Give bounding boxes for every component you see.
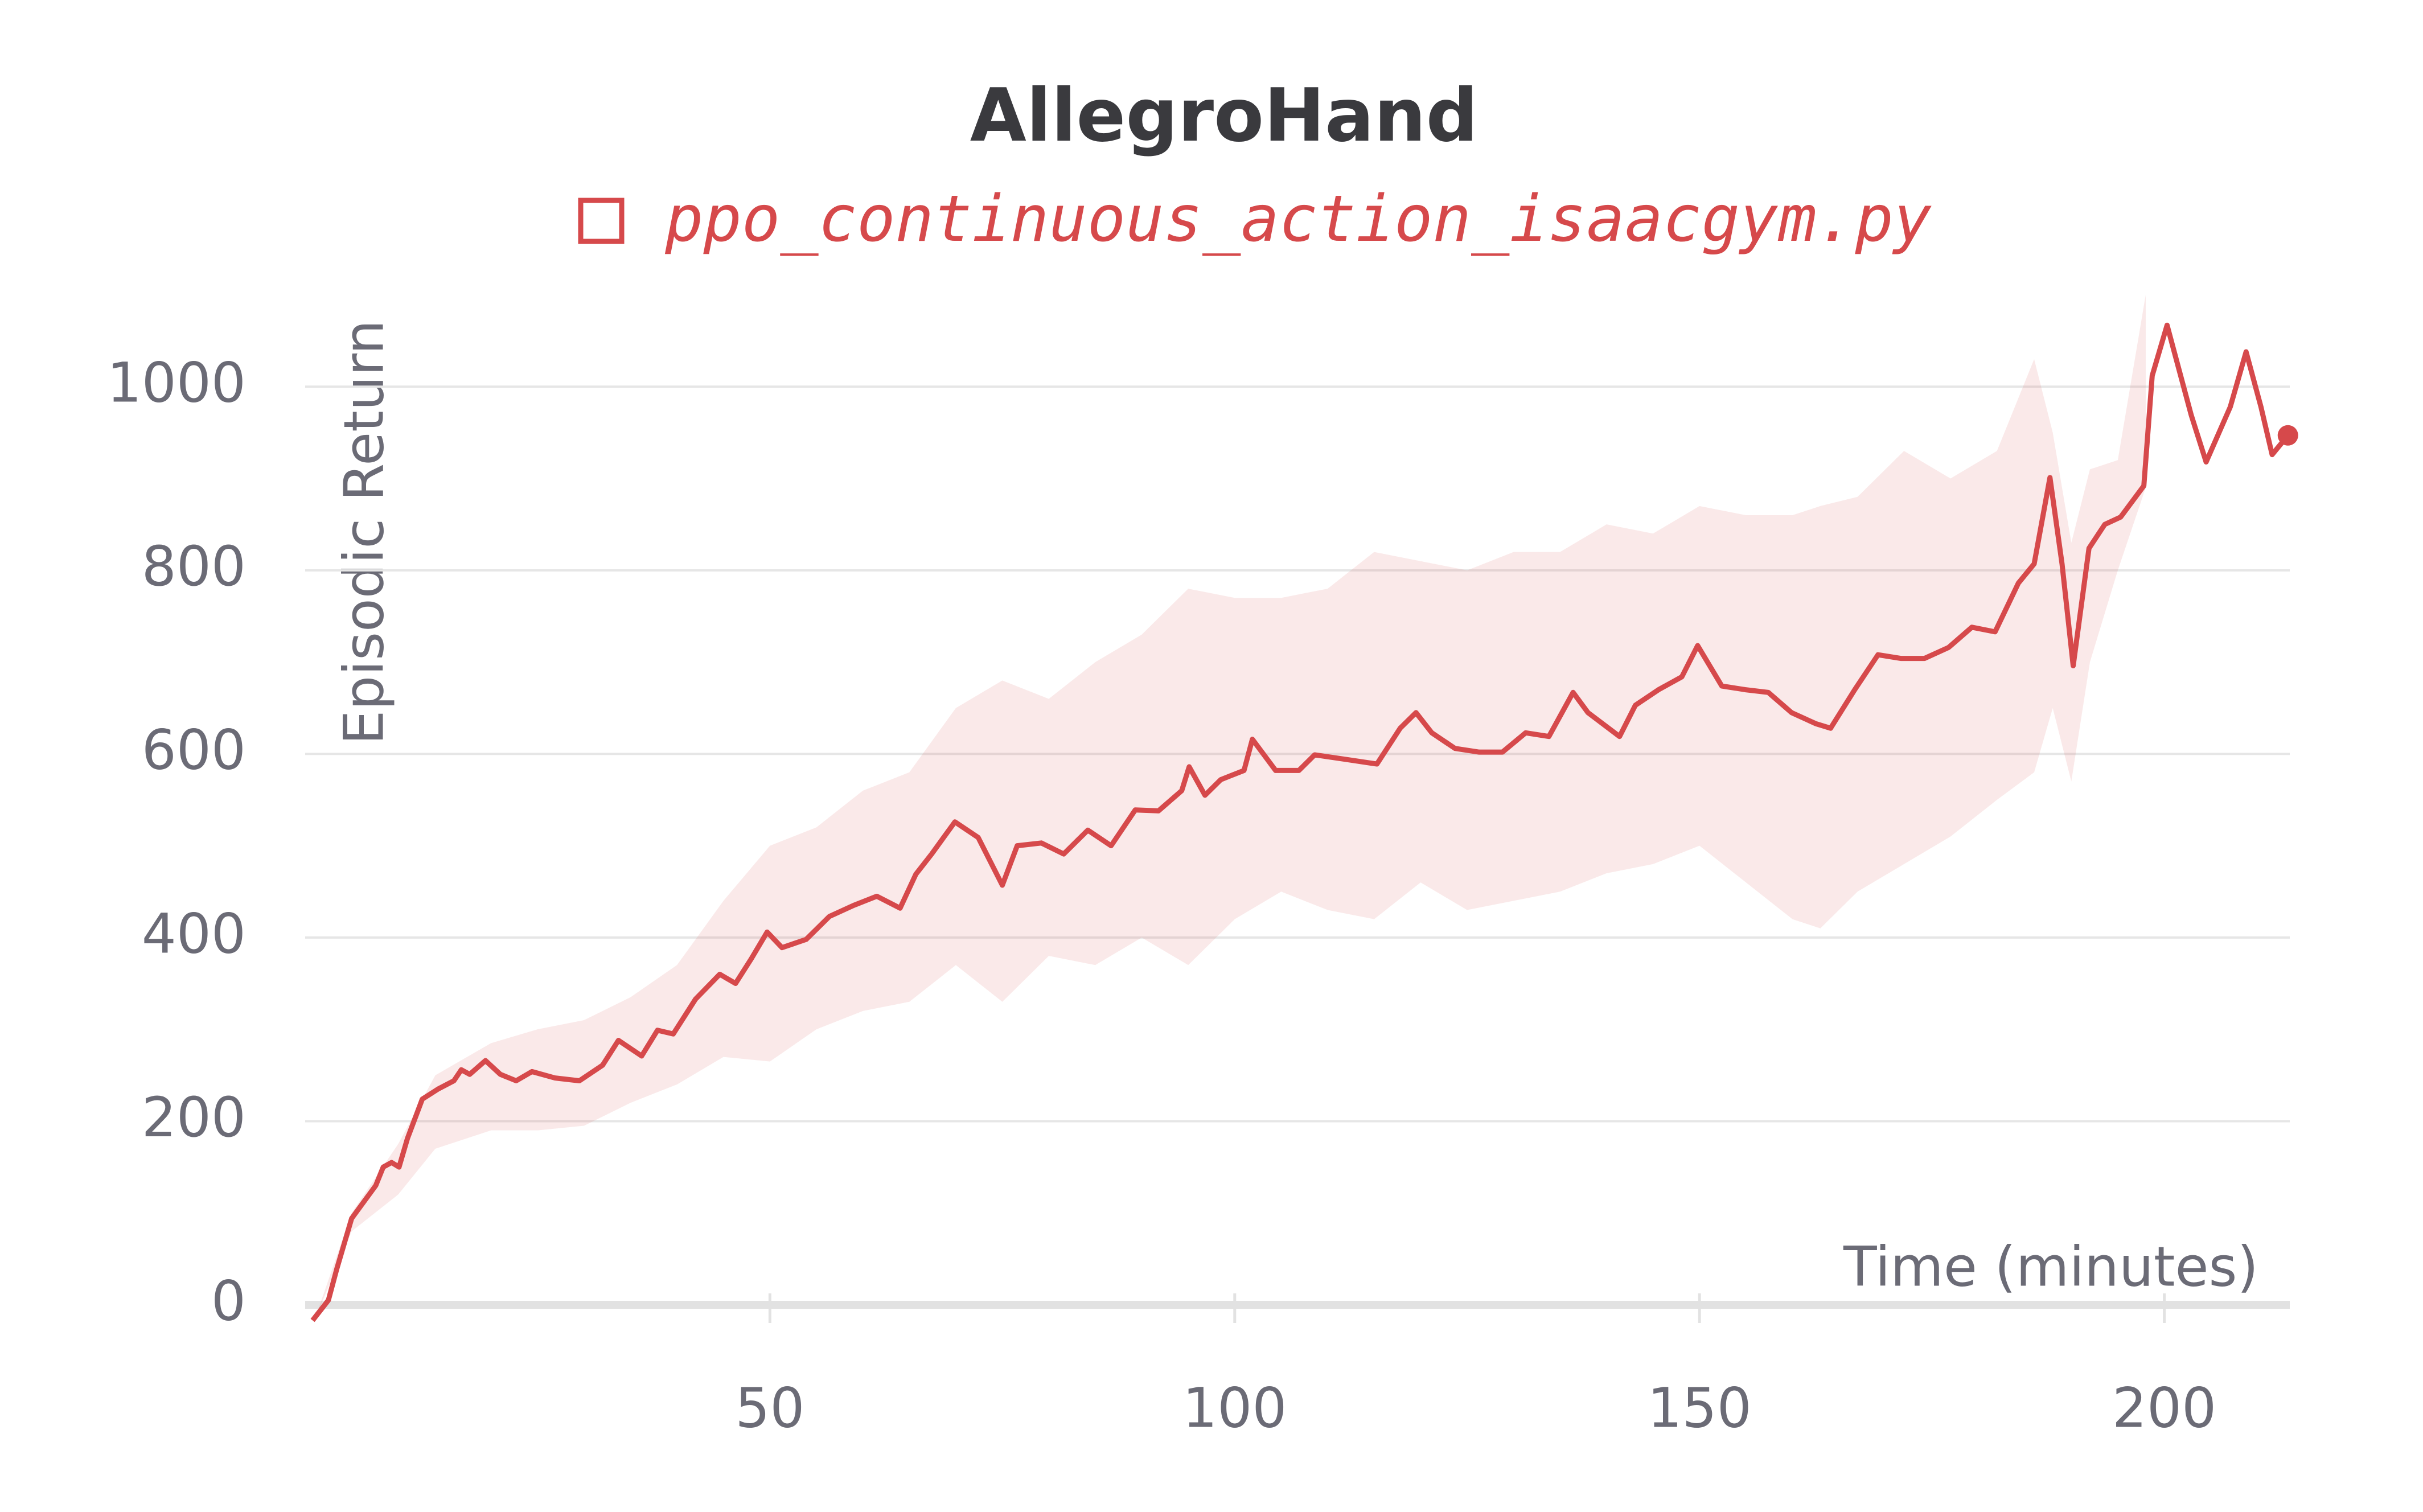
line xyxy=(310,322,2290,1322)
y-tick-label: 400 xyxy=(142,902,246,965)
end-point xyxy=(2277,425,2298,446)
x-axis-label: Time (minutes) xyxy=(1843,1235,2258,1299)
y-axis-label: Episodic Return xyxy=(332,320,396,745)
x-tick-label: 50 xyxy=(735,1376,804,1440)
y-tick-label: 800 xyxy=(142,535,246,598)
y-tick-label: 600 xyxy=(142,718,246,782)
x-tick-label: 100 xyxy=(1182,1376,1287,1440)
x-tick-label: 150 xyxy=(1648,1376,1752,1440)
y-tick-label: 1000 xyxy=(107,351,246,415)
legend-swatch xyxy=(578,198,625,244)
x-tick-label: 200 xyxy=(2112,1376,2216,1440)
y-tick-label: 200 xyxy=(142,1086,246,1149)
error-band xyxy=(314,295,2146,1321)
legend-label: ppo_continuous_action_isaacgym.py xyxy=(664,182,1932,256)
y-tick-label: 0 xyxy=(211,1269,246,1333)
chart-title: AllegroHand xyxy=(970,73,1479,158)
